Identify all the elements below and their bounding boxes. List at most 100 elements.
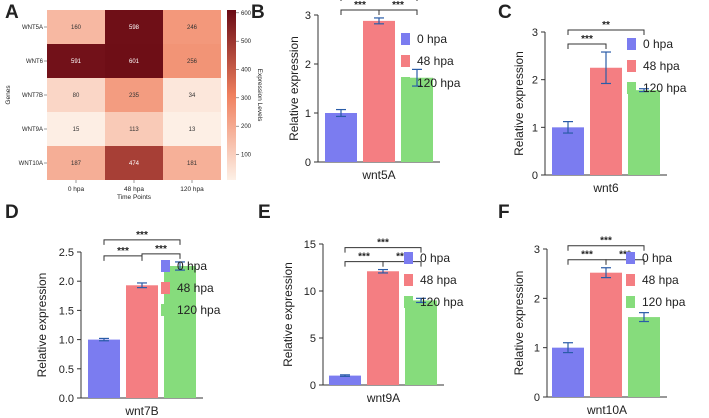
significance-label-e: *** — [377, 238, 389, 249]
colorbar-tick-label: 300 — [241, 96, 252, 102]
y-tick-label-e: 0 — [310, 380, 316, 392]
heatmap-cell-value: 181 — [187, 161, 198, 167]
y-tick-label-d: 0.5 — [59, 364, 74, 376]
y-axis-title-e: Relative expression — [281, 262, 295, 367]
legend-label-f: 48 hpa — [642, 273, 679, 287]
bar-d-0hpa — [88, 339, 120, 398]
heatmap-column-label: 48 hpa — [124, 186, 144, 193]
panel-label-d: D — [5, 202, 19, 223]
heatmap-x-axis-title: Time Points — [117, 194, 152, 201]
significance-bracket-b — [340, 0, 418, 1]
heatmap-cell-value: 256 — [187, 59, 198, 65]
legend-swatch-f — [626, 296, 635, 308]
y-axis-title-b: Relative expression — [287, 36, 301, 141]
y-tick-label-f: 0 — [534, 392, 540, 404]
significance-label-d: *** — [117, 246, 129, 257]
y-tick-label-d: 2.5 — [59, 247, 74, 259]
bar-f-120hpa — [628, 317, 660, 397]
bar-f-0hpa — [552, 347, 584, 397]
x-axis-title-b: wnt5A — [361, 168, 395, 182]
y-tick-label-c: 3 — [532, 27, 538, 39]
significance-bracket-f — [605, 259, 645, 265]
legend-label-e: 48 hpa — [420, 273, 457, 287]
significance-label-c: ** — [602, 20, 610, 31]
heatmap-row-label: WNT10A — [19, 161, 43, 167]
significance-bracket-e — [382, 261, 422, 267]
x-axis-title-c: wnt6 — [592, 181, 619, 195]
heatmap-cell-value: 474 — [129, 161, 140, 167]
bar-c-48hpa — [590, 67, 622, 175]
heatmap-cell-value: 601 — [129, 59, 140, 65]
y-tick-label-f: 3 — [534, 244, 540, 256]
significance-label-d: *** — [136, 230, 148, 241]
bar-f-48hpa — [590, 272, 622, 397]
y-tick-label-c: 2 — [532, 75, 538, 87]
legend-swatch-c — [627, 82, 636, 94]
significance-label-f: *** — [600, 236, 612, 247]
legend-swatch-f — [626, 274, 635, 286]
heatmap-cell — [47, 44, 105, 78]
heatmap-cell — [47, 146, 105, 180]
y-axis-title-d: Relative expression — [35, 273, 49, 378]
y-tick-label-b: 2 — [305, 59, 311, 71]
significance-bracket-c — [567, 43, 607, 50]
panel-label-e: E — [258, 202, 271, 223]
panel-label-f: F — [498, 202, 510, 223]
heatmap-cell — [163, 112, 221, 146]
legend-swatch-d — [161, 282, 170, 294]
significance-bracket-c — [567, 29, 645, 36]
legend-label-b: 120 hpa — [417, 76, 461, 90]
panel-label-a: A — [5, 2, 19, 23]
bar-e-0hpa — [329, 375, 361, 385]
bar-b-120hpa — [401, 77, 433, 162]
heatmap-cell-value: 235 — [129, 93, 140, 99]
legend-label-e: 0 hpa — [420, 251, 450, 265]
legend-label-c: 120 hpa — [643, 81, 687, 95]
bar-c-0hpa — [552, 127, 584, 175]
legend-label-d: 120 hpa — [177, 303, 221, 317]
legend-swatch-e — [404, 252, 413, 264]
significance-label-f: *** — [619, 250, 631, 261]
heatmap-cell — [105, 10, 163, 44]
panel-label-b: B — [251, 2, 265, 23]
legend-label-b: 48 hpa — [417, 54, 454, 68]
significance-label-e: *** — [396, 252, 408, 263]
heatmap-cell — [105, 146, 163, 180]
y-tick-label-c: 1 — [532, 122, 538, 134]
legend-swatch-b — [401, 77, 410, 89]
heatmap-cell-value: 591 — [71, 59, 82, 65]
heatmap-cell-value: 15 — [73, 127, 80, 133]
legend-swatch-b — [401, 33, 410, 45]
y-axis-title-c: Relative expression — [512, 51, 526, 156]
legend-swatch-d — [161, 304, 170, 316]
heatmap-cell-value: 598 — [129, 25, 140, 31]
bar-b-48hpa — [363, 20, 395, 162]
significance-bracket-f — [567, 245, 645, 251]
y-tick-label-c: 0 — [532, 170, 538, 182]
heatmap-cell — [47, 112, 105, 146]
legend-swatch-d — [161, 260, 170, 272]
legend-label-f: 0 hpa — [642, 251, 672, 265]
y-tick-label-d: 0.0 — [59, 393, 74, 405]
heatmap-cell — [47, 10, 105, 44]
significance-bracket-e — [344, 247, 422, 253]
heatmap-row-label: WNT5A — [22, 25, 43, 31]
heatmap-cell-value: 113 — [129, 127, 139, 133]
panel-label-c: C — [498, 2, 512, 23]
y-tick-label-b: 3 — [305, 10, 311, 22]
significance-label-e: *** — [358, 252, 370, 263]
significance-bracket-d — [141, 253, 181, 259]
x-axis-title-e: wnt9A — [366, 391, 400, 405]
heatmap-column-label: 120 hpa — [180, 186, 204, 193]
x-axis-title-d: wnt7B — [124, 404, 158, 418]
significance-label-f: *** — [581, 250, 593, 261]
bar-d-48hpa — [126, 285, 158, 398]
colorbar-tick-label: 500 — [241, 39, 252, 45]
heatmap-cell-value: 34 — [189, 93, 196, 99]
heatmap-cell — [163, 146, 221, 180]
legend-swatch-f — [626, 252, 635, 264]
y-tick-label-d: 2.0 — [59, 276, 74, 288]
bar-e-120hpa — [405, 300, 437, 385]
legend-swatch-c — [627, 38, 636, 50]
heatmap-cell-value: 246 — [187, 25, 198, 31]
